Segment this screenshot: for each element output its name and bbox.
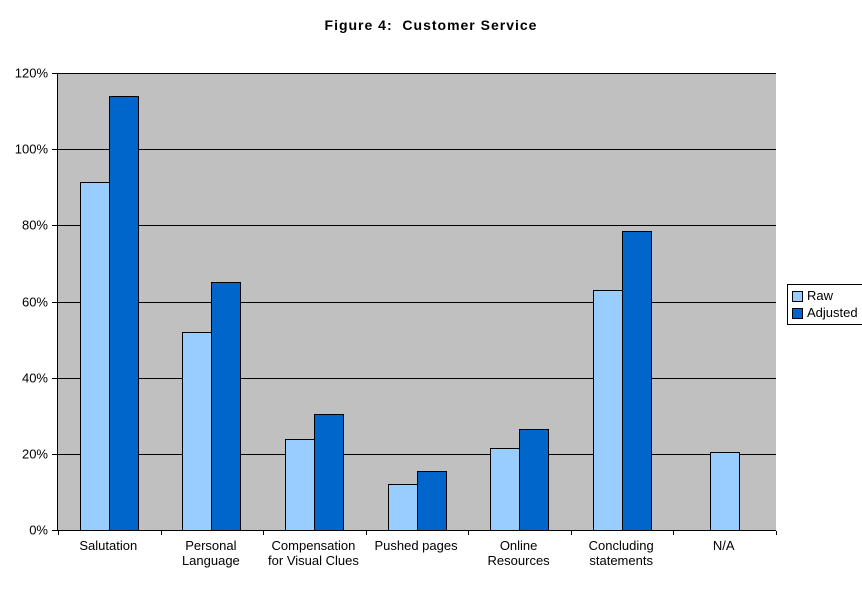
x-axis-tick (468, 531, 470, 535)
y-axis-label: 100% (14, 141, 48, 157)
bar-group (571, 73, 674, 530)
bar-group (468, 73, 571, 530)
x-axis-tick (160, 531, 162, 535)
legend-label-raw: Raw (807, 288, 834, 303)
bar-adjusted (313, 413, 344, 530)
legend: Raw Adjusted (787, 284, 862, 325)
bar-adjusted (108, 95, 139, 530)
x-axis-tick (776, 531, 777, 535)
y-axis-tick (52, 453, 57, 455)
legend-label-adjusted: Adjusted (807, 305, 858, 320)
adjusted-series-swatch-icon (792, 307, 803, 319)
x-axis-label: Personal Language (181, 538, 240, 568)
bar-raw (284, 438, 315, 530)
y-axis-label: 60% (21, 294, 48, 309)
y-axis-tick (52, 149, 57, 151)
bar-raw (490, 448, 521, 530)
bar-group (58, 73, 161, 530)
x-axis-tick (570, 531, 572, 535)
bar-group (263, 73, 366, 530)
bar-group (673, 73, 776, 530)
x-axis-label: Concluding statements (588, 538, 654, 568)
bar-adjusted (621, 231, 652, 530)
x-axis-label: N/A (712, 538, 735, 553)
y-axis-label: 0% (29, 522, 48, 538)
gridline (58, 149, 776, 151)
y-axis-label: 20% (21, 446, 48, 462)
bar-adjusted (211, 282, 242, 530)
y-axis: 0% 20% 40% 60% 80% 100% 120% (0, 67, 48, 537)
bar-raw (592, 290, 623, 530)
x-axis-tick (263, 531, 265, 535)
x-axis-labels: Salutation Personal Language Compensation … (57, 538, 775, 568)
y-axis-tick (52, 301, 57, 303)
bar-adjusted (519, 429, 550, 530)
bar-raw (709, 451, 740, 530)
y-axis-tick (52, 225, 57, 227)
legend-item-adjusted: Adjusted (792, 306, 858, 320)
x-axis-label: Compensation for Visual Clues (268, 538, 359, 568)
gridline (58, 225, 776, 227)
bar-group (366, 73, 469, 530)
bar-adjusted (416, 470, 447, 530)
x-axis-tick (58, 531, 59, 535)
bar-raw (79, 181, 110, 530)
x-axis-label: Pushed pages (374, 538, 458, 553)
y-axis-tick (52, 73, 57, 74)
x-axis-label: Salutation (79, 538, 138, 553)
y-axis-tick (52, 530, 57, 531)
legend-item-raw: Raw (792, 289, 858, 303)
gridline (58, 301, 776, 303)
y-axis-label: 80% (21, 217, 48, 233)
y-axis-tick (52, 377, 57, 379)
y-axis-label: 120% (14, 65, 48, 81)
x-axis-tick (365, 531, 367, 535)
x-axis-label: Online Resources (487, 538, 550, 568)
chart-title: Figure 4: Customer Service (324, 17, 538, 33)
bar-group (161, 73, 264, 530)
gridline (58, 73, 776, 74)
gridline (58, 377, 776, 379)
raw-series-swatch-icon (792, 290, 803, 302)
gridline (58, 453, 776, 455)
plot-area (52, 73, 777, 535)
bars-row (58, 73, 776, 530)
bar-raw (387, 484, 418, 530)
x-axis-tick (673, 531, 675, 535)
y-axis-label: 40% (21, 370, 48, 386)
bar-raw (182, 331, 213, 530)
